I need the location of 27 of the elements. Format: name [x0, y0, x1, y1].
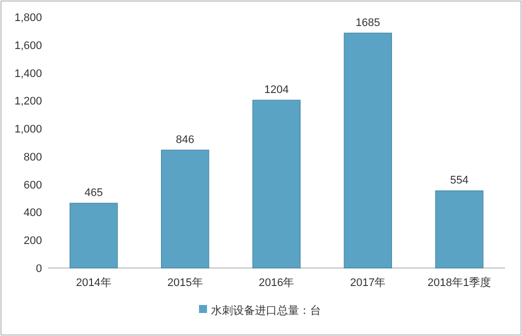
x-tick-label: 2017年	[350, 277, 386, 289]
data-label: 1204	[264, 84, 289, 96]
y-tick-label: 400	[24, 207, 42, 220]
legend-label: 水刺设备进口总量：台	[211, 304, 321, 317]
y-tick-label: 600	[24, 179, 42, 192]
y-tick-label: 1,600	[14, 40, 42, 52]
x-tick-label: 2015年	[167, 277, 203, 289]
bar	[252, 100, 301, 268]
data-label: 465	[84, 187, 103, 200]
bar	[161, 150, 210, 268]
bar	[435, 190, 484, 268]
bar	[344, 32, 392, 268]
x-tick-label: 2014年	[76, 277, 112, 289]
y-tick-label: 1,200	[14, 96, 42, 108]
data-label: 846	[176, 134, 194, 146]
y-tick-label: 0	[36, 263, 42, 275]
y-tick-label: 1,000	[14, 124, 42, 136]
bar	[70, 202, 118, 268]
y-tick-label: 1,800	[14, 12, 42, 24]
x-tick-label: 2016年	[258, 277, 294, 289]
y-tick-label: 800	[24, 151, 42, 164]
data-label: 1685	[356, 17, 380, 30]
data-label: 554	[450, 174, 468, 187]
y-tick-label: 1,400	[14, 68, 42, 80]
y-tick-label: 200	[24, 235, 42, 248]
x-tick-label: 2018年1季度	[428, 276, 492, 289]
legend: 水刺设备进口总量：台	[199, 305, 321, 317]
